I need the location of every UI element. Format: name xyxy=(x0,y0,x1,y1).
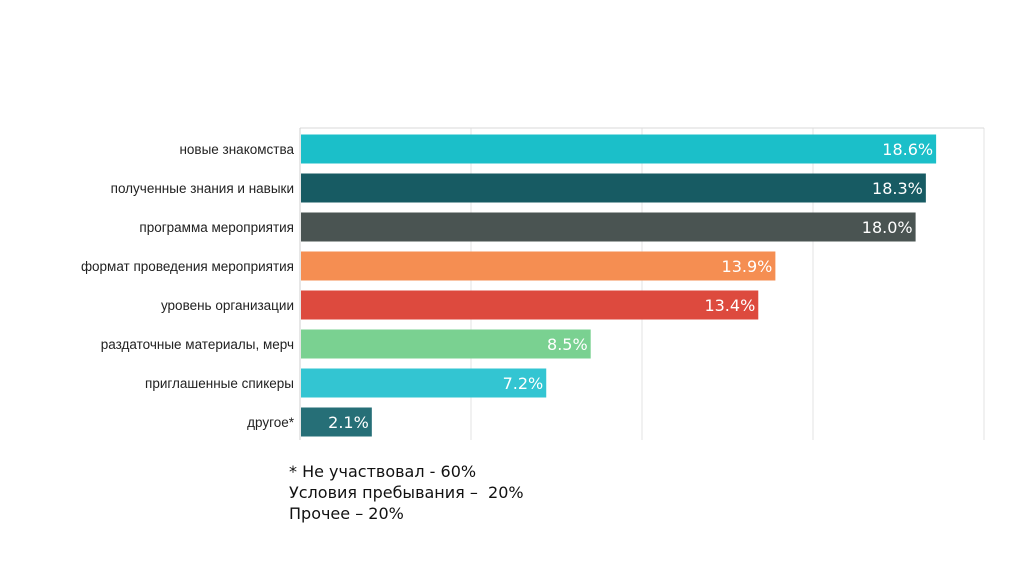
category-label: программа мероприятия xyxy=(139,220,294,235)
category-label: раздаточные материалы, мерч xyxy=(101,337,294,352)
category-label: полученные знания и навыки xyxy=(111,181,294,196)
data-label: 7.2% xyxy=(503,374,544,393)
footnote-line: Прочее – 20% xyxy=(289,504,404,523)
data-label: 13.4% xyxy=(704,296,755,315)
data-label: 18.3% xyxy=(872,179,923,198)
bar xyxy=(301,329,591,359)
category-label: формат проведения мероприятия xyxy=(81,259,294,274)
bar xyxy=(301,134,937,164)
bar xyxy=(301,212,916,242)
footnotes: * Не участвовал - 60% Условия пребывания… xyxy=(289,461,524,524)
data-label: 18.0% xyxy=(862,218,913,237)
bar xyxy=(301,368,547,398)
category-label: новые знакомства xyxy=(179,142,294,157)
category-label: уровень организации xyxy=(161,298,294,313)
data-label: 8.5% xyxy=(547,335,588,354)
data-label: 18.6% xyxy=(882,140,933,159)
bar xyxy=(301,251,776,281)
footnote-line: * Не участвовал - 60% xyxy=(289,462,477,481)
data-label: 2.1% xyxy=(328,413,369,432)
bar xyxy=(301,407,372,437)
category-label: другое* xyxy=(247,415,295,430)
bar xyxy=(301,173,926,203)
data-label: 13.9% xyxy=(722,257,773,276)
category-label: приглашенные спикеры xyxy=(145,376,294,391)
footnote-line: Условия пребывания – 20% xyxy=(289,483,524,502)
bar xyxy=(301,290,759,320)
